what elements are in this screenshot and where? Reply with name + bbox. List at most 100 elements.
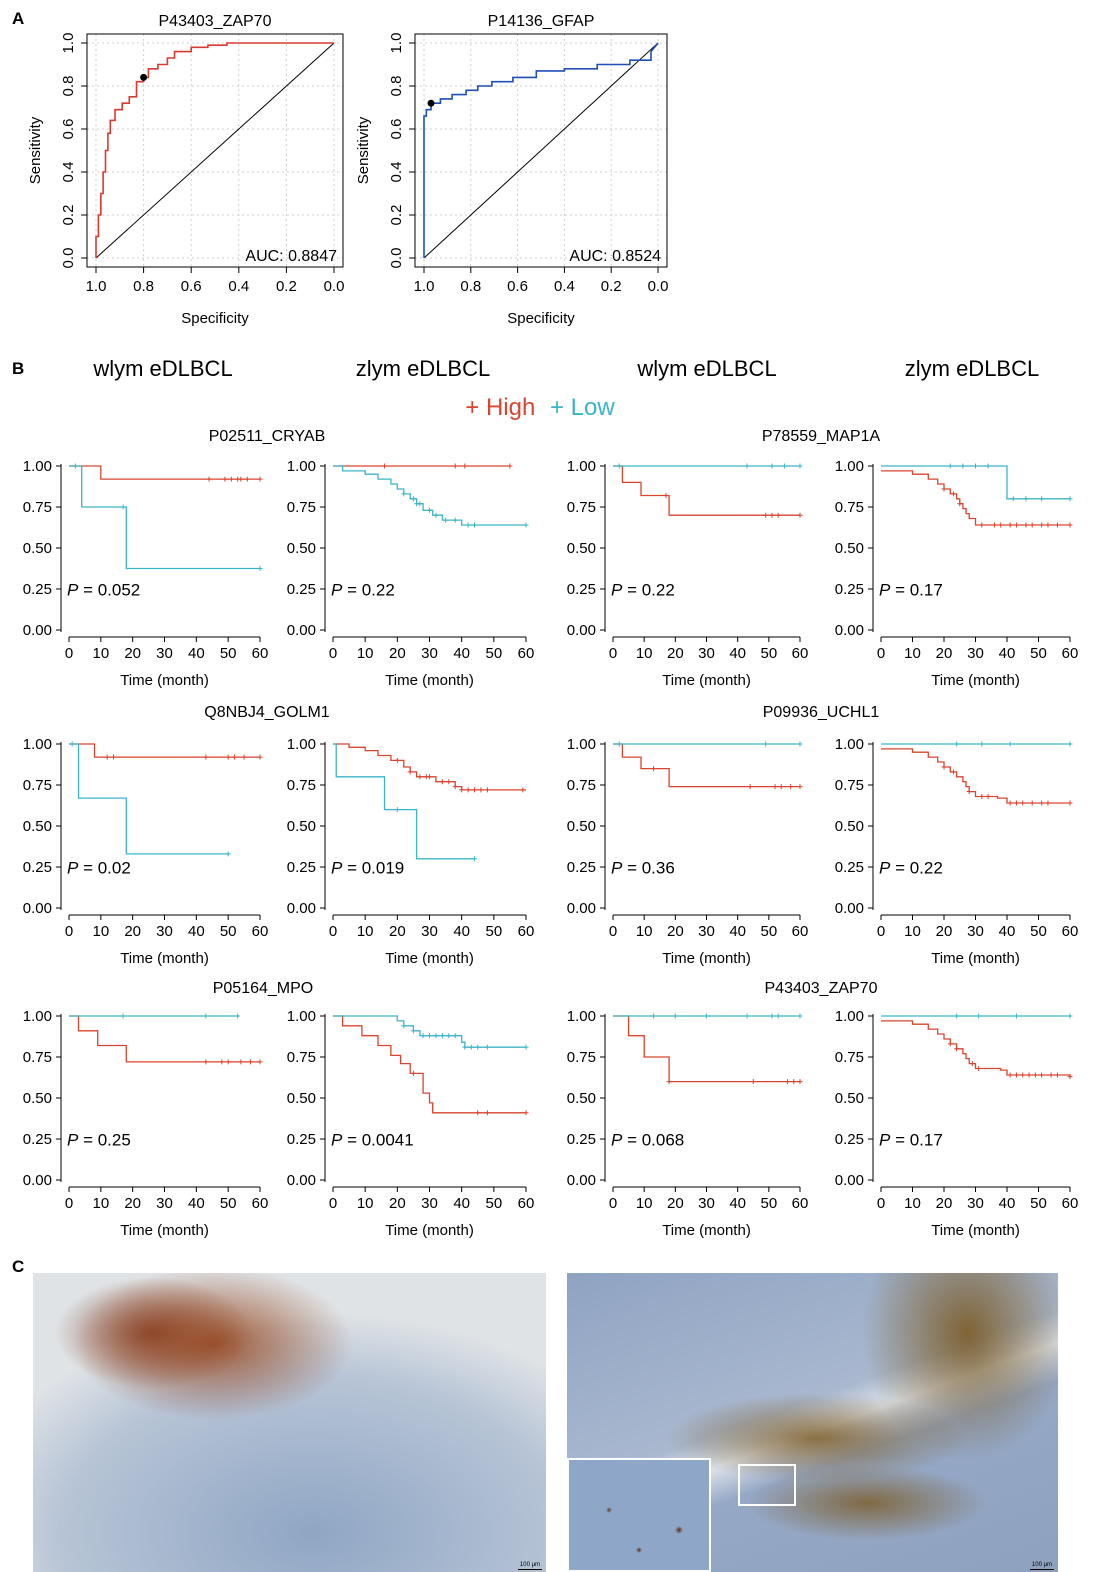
x-axis-label: Time (month) [931, 672, 1020, 689]
km-chart-r3-c3: P43403_ZAP70 0.00 0.25 0.50 0.75 1.00 0 10 20 30 4… [567, 980, 878, 1239]
censor-mark-high [778, 784, 784, 790]
censor-mark-high [750, 1079, 756, 1085]
p-value-label: P = 0.22 [331, 581, 395, 600]
censor-mark-low [979, 741, 985, 747]
x-tick-label: 0 [329, 645, 337, 662]
censor-mark-low [401, 491, 407, 497]
panel-a-label: A [12, 9, 24, 28]
censor-mark-high [797, 512, 803, 518]
x-tick-label: 10 [904, 645, 921, 662]
censor-mark-low [410, 1028, 416, 1034]
y-tick-label: 0.00 [23, 900, 52, 917]
diagonal-reference-line [423, 42, 659, 259]
y-tick-label: 0.25 [567, 1131, 596, 1148]
p-value: = 0.25 [78, 1131, 130, 1150]
censor-mark-low [973, 463, 978, 469]
y-tick-label: 0.25 [287, 581, 316, 598]
censor-mark-low [235, 1013, 241, 1019]
p-value: = 0.22 [622, 581, 674, 600]
roc-charts: 1.0 0.8 0.6 0.4 0.2 0.0 0.0 0.2 0.4 0.6 0.8 1.0 P434… [27, 13, 668, 327]
x-tick-label: 50 [760, 1195, 777, 1212]
censor-mark-low [797, 1013, 803, 1019]
censor-mark-low [1023, 496, 1029, 502]
censor-mark-high [1007, 1072, 1013, 1078]
km-chart-r3-c1: P05164_MPO 0.00 0.25 0.50 0.75 1.00 0 10 20 30 40 5… [23, 980, 313, 1239]
survival-curve-high [613, 743, 800, 788]
censor-mark-high [769, 512, 775, 518]
x-axis-label: Time (month) [120, 950, 209, 967]
p-value-label: P = 0.25 [67, 1131, 131, 1150]
survival-curve-high [613, 1015, 800, 1083]
x-tick-label: 60 [518, 1195, 535, 1212]
x-tick-label: 0.8 [460, 278, 481, 295]
y-tick-label: 0.75 [23, 777, 52, 794]
censor-mark-high [1026, 1072, 1032, 1078]
x-tick-label: 60 [252, 1195, 269, 1212]
y-tick-label: 0.25 [835, 859, 864, 876]
censor-mark-high [985, 793, 991, 799]
ihc-image-left: 100 µm [33, 1273, 546, 1572]
censor-mark-high [954, 1046, 960, 1052]
censor-mark-low [954, 1013, 960, 1019]
x-tick-label: 60 [1062, 1195, 1079, 1212]
km-title: P02511_CRYAB [209, 428, 326, 445]
km-chart-r2-c3: P09936_UCHL1 0.00 0.25 0.50 0.75 1.00 0 10 20 30 4… [567, 704, 880, 967]
survival-curve-high [333, 743, 526, 791]
censor-mark-high [484, 787, 490, 793]
censor-mark-high [452, 463, 458, 469]
x-tick-label: 30 [421, 645, 438, 662]
censor-mark-high [1029, 522, 1035, 528]
censor-mark-high [225, 754, 231, 760]
y-tick-label: 0.50 [567, 1090, 596, 1107]
scale-bar-right: 100 µm [1030, 1562, 1054, 1570]
y-tick-label: 1.00 [567, 1008, 596, 1025]
x-tick-label: 10 [636, 1195, 653, 1212]
x-tick-label: 60 [518, 645, 535, 662]
x-tick-label: 40 [188, 1195, 205, 1212]
y-tick-label: 1.0 [60, 33, 77, 54]
censor-mark-high [969, 1061, 975, 1067]
censor-mark-low [427, 1033, 432, 1039]
censor-mark-high [763, 512, 769, 518]
x-tick-label: 40 [729, 1195, 746, 1212]
censor-mark-high [484, 1110, 490, 1116]
km-chart-r1-c4: 0.00 0.25 0.50 0.75 1.00 0 10 20 30 40 50 60 Time (m… [835, 458, 1079, 689]
censor-mark-high [976, 1065, 982, 1071]
x-tick-label: 40 [453, 645, 470, 662]
censor-mark-high [507, 463, 513, 469]
censor-mark-low [523, 522, 529, 528]
p-value-label: P = 0.02 [67, 859, 131, 878]
x-axis-label: Time (month) [120, 1222, 209, 1239]
censor-mark-low [257, 566, 263, 571]
censor-mark-high [950, 491, 956, 497]
censor-mark-low [985, 463, 991, 469]
censor-mark-high [241, 754, 247, 760]
x-tick-label: 0 [65, 1195, 73, 1212]
p-symbol: P [67, 859, 79, 878]
y-tick-label: 0.50 [287, 1090, 316, 1107]
censor-mark-low [1013, 1013, 1019, 1019]
x-tick-label: 60 [252, 923, 269, 940]
censor-mark-high [966, 789, 972, 795]
x-tick-label: 20 [389, 1195, 406, 1212]
censor-mark-high [407, 769, 413, 775]
x-tick-label: 0 [877, 923, 885, 940]
x-tick-label: 30 [156, 923, 173, 940]
y-tick-label: 0.75 [287, 777, 316, 794]
x-tick-label: 40 [999, 923, 1016, 940]
roc-title: P14136_GFAP [488, 13, 595, 30]
p-value-label: P = 0.36 [611, 859, 675, 878]
km-title: Q8NBJ4_GOLM1 [204, 704, 329, 721]
km-chart-r2-c4: 0.00 0.25 0.50 0.75 1.00 0 10 20 30 40 50 60 Time (m… [835, 736, 1079, 967]
column-header-3: wlym eDLBCL [636, 356, 776, 381]
y-tick-label: 1.00 [23, 736, 52, 753]
legend: + High + Low [465, 394, 615, 421]
x-tick-label: 40 [188, 645, 205, 662]
x-tick-label: 0.4 [228, 278, 249, 295]
p-value: = 0.068 [622, 1131, 684, 1150]
censor-mark-low [1067, 741, 1073, 747]
y-tick-label: 0.25 [287, 1131, 316, 1148]
survival-curve-high [69, 465, 260, 480]
x-tick-label: 0.2 [601, 278, 622, 295]
y-tick-label: 0.8 [388, 76, 405, 97]
